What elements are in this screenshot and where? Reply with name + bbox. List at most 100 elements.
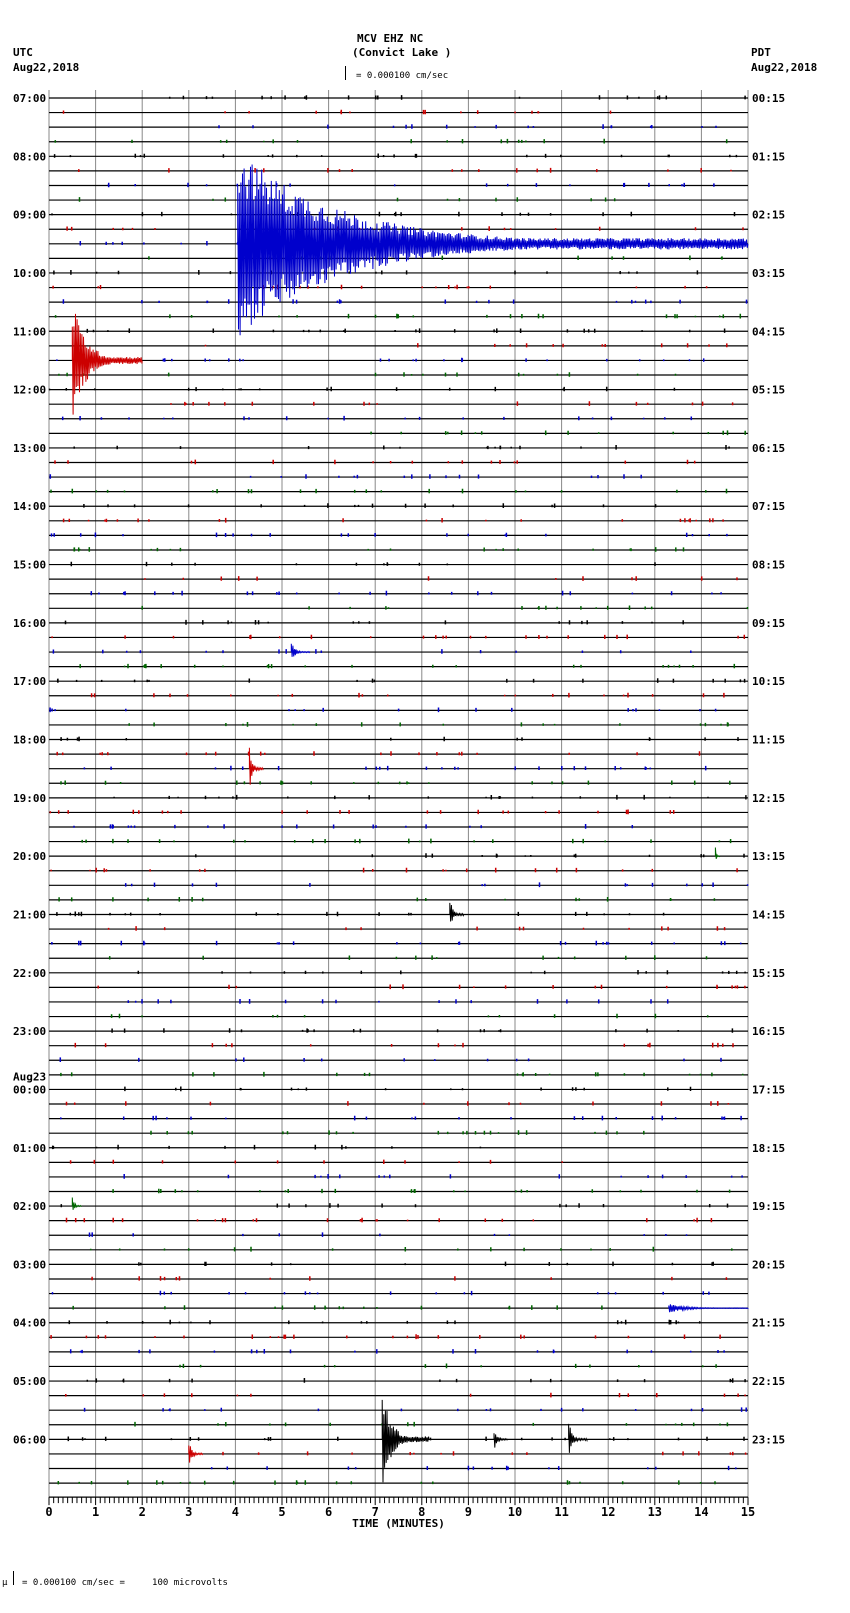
x-tick-label: 0 (45, 1505, 52, 1519)
trace-noise (56, 678, 746, 683)
trace-noise (59, 1057, 722, 1062)
trace-noise (204, 343, 728, 348)
footer-scale-bar-icon (13, 1571, 18, 1585)
trace-noise (138, 1261, 714, 1267)
trace-noise (49, 474, 642, 479)
x-tick-label: 4 (232, 1505, 239, 1519)
trace-noise (60, 780, 731, 785)
pdt-hour-label: 17:15 (752, 1083, 785, 1096)
trace-noise (111, 1028, 734, 1033)
date-change-label: Aug23 (13, 1070, 46, 1083)
trace-noise (49, 809, 675, 815)
x-tick-label: 9 (465, 1505, 472, 1519)
x-tick-label: 14 (694, 1505, 708, 1519)
trace-noise (50, 488, 728, 494)
trace-noise (60, 1071, 744, 1077)
x-tick-label: 8 (418, 1505, 425, 1519)
trace-noise (168, 95, 746, 100)
trace-noise (62, 109, 612, 115)
seismic-event (668, 1304, 749, 1313)
pdt-date: Aug22,2018 (751, 61, 818, 74)
seismic-event (381, 1399, 430, 1483)
trace-noise (50, 1334, 721, 1340)
utc-hour-label: 02:00 (13, 1200, 46, 1213)
utc-hour-label: 13:00 (13, 442, 46, 455)
trace-noise (56, 751, 701, 756)
x-tick-label: 12 (601, 1505, 615, 1519)
trace-noise (88, 1232, 688, 1237)
x-tick-label: 10 (508, 1505, 522, 1519)
trace-noise (57, 1480, 716, 1485)
utc-hour-label: 19:00 (13, 792, 46, 805)
trace-noise (69, 1159, 563, 1164)
trace-noise (62, 517, 724, 523)
seismic-event (714, 847, 721, 859)
trace-noise (60, 1115, 742, 1121)
utc-hour-label: 23:00 (13, 1025, 46, 1038)
pdt-hour-label: 02:15 (752, 209, 785, 222)
pdt-hour-label: 12:15 (752, 792, 785, 805)
pdt-hour-label: 18:15 (752, 1142, 785, 1155)
pdt-hour-label: 13:15 (752, 850, 785, 863)
utc-hour-label: 17:00 (13, 675, 46, 688)
trace-noise (110, 1013, 709, 1019)
trace-noise (123, 1174, 743, 1179)
seismic-event (71, 313, 143, 415)
seismic-event (248, 747, 264, 785)
trace-noise (86, 328, 726, 333)
trace-noise (53, 153, 738, 158)
x-tick-label: 6 (325, 1505, 332, 1519)
pdt-hour-label: 15:15 (752, 967, 785, 980)
x-tick-label: 5 (278, 1505, 285, 1519)
utc-hour-label: 00:00 (13, 1083, 46, 1096)
pdt-hour-label: 00:15 (752, 92, 785, 105)
trace-noise (65, 1217, 713, 1223)
seismic-event (71, 1197, 82, 1210)
seismic-event (188, 1445, 204, 1463)
utc-hour-label: 06:00 (13, 1433, 46, 1446)
pdt-hour-label: 20:15 (752, 1258, 785, 1271)
trace-noise (90, 590, 722, 596)
scale-prefix: µ (2, 1578, 8, 1588)
x-axis-title: TIME (MINUTES) (352, 1517, 445, 1530)
trace-noise (144, 576, 738, 581)
x-tick-label: 7 (372, 1505, 379, 1519)
trace-noise (78, 197, 616, 202)
utc-hour-label: 18:00 (13, 734, 46, 747)
pdt-hour-label: 23:15 (752, 1433, 785, 1446)
utc-hour-label: 15:00 (13, 559, 46, 572)
trace-noise (54, 459, 696, 465)
pdt-hour-label: 14:15 (752, 908, 785, 921)
trace-noise (83, 1407, 747, 1412)
trace-noise (64, 619, 684, 625)
trace-noise (81, 838, 732, 844)
utc-hour-label: 01:00 (13, 1142, 46, 1155)
trace-noise (51, 940, 742, 946)
utc-hour-label: 20:00 (13, 850, 46, 863)
trace-noise (62, 299, 748, 304)
x-tick-label: 3 (185, 1505, 192, 1519)
seismic-event (568, 1423, 588, 1453)
trace-noise (73, 445, 730, 450)
trace-noise (60, 736, 739, 742)
trace-noise (113, 794, 747, 800)
utc-hour-label: 09:00 (13, 209, 46, 222)
utc-hour-label: 03:00 (13, 1258, 46, 1271)
utc-hour-label: 11:00 (13, 325, 46, 338)
trace-noise (127, 999, 669, 1004)
utc-hour-label: 12:00 (13, 384, 46, 397)
trace-noise (49, 707, 717, 713)
utc-hour-label: 08:00 (13, 150, 46, 163)
utc-label: UTC (13, 46, 33, 59)
trace-noise (68, 1319, 701, 1325)
trace-noise (78, 167, 732, 173)
trace-noise (65, 1101, 730, 1106)
trace-noise (83, 503, 657, 508)
trace-noise (51, 634, 746, 640)
x-tick-label: 2 (139, 1505, 146, 1519)
pdt-hour-label: 03:15 (752, 267, 785, 280)
utc-hour-label: 10:00 (13, 267, 46, 280)
utc-hour-label: 07:00 (13, 92, 46, 105)
trace-noise (170, 401, 734, 406)
